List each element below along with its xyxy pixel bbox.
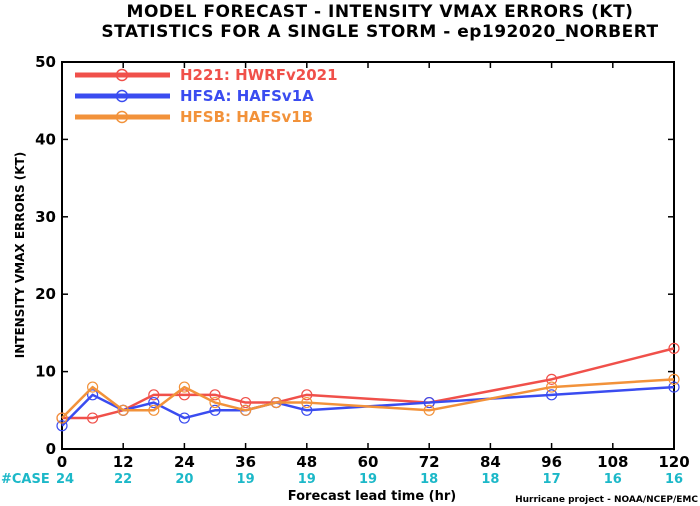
- legend-marker-3: [115, 110, 129, 124]
- y-axis: 0 10 20 30 40 50: [35, 53, 674, 458]
- data-point-1: [240, 396, 252, 409]
- data-point-2: [86, 389, 99, 401]
- data-point-3: [423, 404, 435, 416]
- y-tick-label: 20: [35, 285, 56, 303]
- y-tick-label: 50: [35, 53, 56, 71]
- data-point-1: [301, 389, 313, 401]
- data-point-3: [86, 381, 99, 393]
- data-point-2: [209, 404, 221, 416]
- data-point-3: [148, 404, 160, 416]
- x-tick-label: 36: [235, 453, 256, 471]
- x-tick-label: 84: [480, 453, 501, 471]
- data-point-2: [545, 389, 558, 401]
- data-point-2: [668, 381, 680, 393]
- data-point-3: [545, 381, 558, 393]
- y-tick-label: 10: [35, 363, 56, 381]
- series-layer: [56, 342, 680, 432]
- case-count-label: #CASE: [1, 472, 50, 487]
- legend: H221: HWRFv2021 HFSA: HAFSv1A HFSB: HAFSv1…: [75, 66, 338, 126]
- data-point-2: [301, 404, 313, 416]
- case-count-value: 16: [665, 472, 683, 487]
- data-point-2: [148, 396, 160, 409]
- series-line-3: [61, 378, 675, 419]
- legend-label-1: H221: HWRFv2021: [180, 66, 338, 84]
- case-count-value: 18: [420, 472, 438, 487]
- x-tick-label: 72: [419, 453, 440, 471]
- case-count-value: 19: [237, 472, 255, 487]
- case-count-value: 24: [56, 472, 74, 487]
- x-axis-label: Forecast lead time (hr): [288, 489, 456, 504]
- y-tick-label: 0: [46, 440, 56, 458]
- credit-text: Hurricane project - NOAA/NCEP/EMC: [515, 495, 698, 505]
- case-count-value: 22: [114, 472, 132, 487]
- x-tick-label: 96: [541, 453, 562, 471]
- data-point-3: [117, 404, 129, 416]
- x-tick-label: 108: [597, 453, 628, 471]
- data-point-1: [148, 389, 160, 401]
- y-axis-label: INTENSITY VMAX ERRORS (KT): [13, 152, 27, 358]
- data-point-3: [178, 381, 190, 393]
- chart-title: MODEL FORECAST - INTENSITY VMAX ERRORS (…: [127, 2, 634, 22]
- data-point-1: [209, 389, 221, 401]
- data-point-2: [423, 396, 435, 409]
- case-count-row: 24 22 20 19 19 19 18 18 17 16 16: [56, 472, 683, 487]
- data-point-2: [178, 412, 190, 424]
- data-point-3: [668, 373, 680, 385]
- legend-marker-2: [115, 89, 129, 103]
- x-tick-label: 48: [296, 453, 317, 471]
- case-count-value: 19: [298, 472, 316, 487]
- data-point-3: [56, 412, 68, 424]
- case-count-value: 18: [481, 472, 499, 487]
- legend-marker-1: [115, 68, 129, 82]
- data-point-1: [86, 412, 99, 424]
- plot-frame: [61, 61, 675, 450]
- x-tick-label: 12: [113, 453, 134, 471]
- data-point-1: [545, 373, 558, 385]
- x-tick-label: 0: [57, 453, 67, 471]
- x-axis: 0 12 24 36 48 60 72 84 96 108 120: [57, 62, 690, 471]
- data-point-3: [209, 396, 221, 409]
- y-tick-label: 40: [35, 130, 56, 148]
- case-count-value: 19: [359, 472, 377, 487]
- case-count-value: 17: [543, 472, 561, 487]
- data-point-1: [178, 389, 190, 401]
- case-count-value: 16: [604, 472, 622, 487]
- legend-label-3: HFSB: HAFSv1B: [180, 108, 313, 126]
- legend-label-2: HFSA: HAFSv1A: [180, 87, 314, 105]
- chart-subtitle: STATISTICS FOR A SINGLE STORM - ep192020…: [101, 22, 658, 42]
- data-point-1: [668, 342, 680, 354]
- case-count-value: 20: [175, 472, 193, 487]
- data-point-3: [240, 404, 252, 416]
- data-point-2: [56, 420, 68, 432]
- x-tick-label: 60: [358, 453, 379, 471]
- x-tick-label: 24: [174, 453, 195, 471]
- x-tick-label: 120: [658, 453, 689, 471]
- data-point-3: [301, 396, 313, 409]
- data-point-3: [270, 396, 282, 409]
- y-tick-label: 30: [35, 208, 56, 226]
